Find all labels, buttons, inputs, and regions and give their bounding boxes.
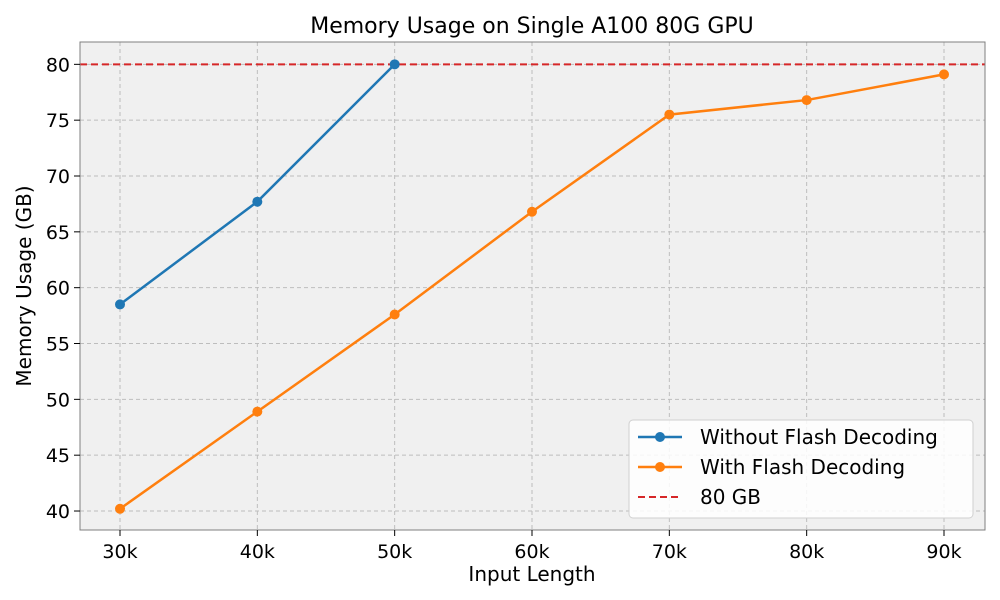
chart-title: Memory Usage on Single A100 80G GPU [310, 14, 754, 39]
series-lines [115, 59, 949, 514]
x-axis-label: Input Length [468, 562, 595, 586]
x-tick-label: 30k [102, 541, 137, 563]
y-tick-label: 75 [46, 110, 70, 132]
x-tick-label: 70k [652, 541, 687, 563]
legend-marker-with-flash-decoding [655, 462, 665, 472]
legend-box [628, 419, 974, 519]
y-tick-label: 45 [46, 445, 70, 467]
y-tick-label: 65 [46, 222, 70, 244]
x-tick-label: 90k [926, 541, 961, 563]
x-tick-label: 60k [514, 541, 549, 563]
data-point-without-flash-decoding [252, 196, 263, 207]
data-point-with-flash-decoding [801, 95, 812, 106]
y-tick-label: 80 [46, 54, 70, 76]
legend-label-with-flash-decoding: With Flash Decoding [700, 455, 905, 479]
axis-ticks: 40 45 50 55 60 65 70 75 80 30k 40k 50k 60k 70k 80k 90k [46, 54, 962, 563]
data-point-with-flash-decoding [939, 69, 949, 80]
legend-label-80gb: 80 GB [700, 485, 761, 509]
legend-marker-without-flash-decoding [655, 432, 665, 442]
y-tick-label: 50 [46, 389, 70, 411]
y-tick-label: 60 [46, 278, 70, 300]
y-tick-label: 55 [46, 334, 70, 356]
y-tick-label: 40 [46, 501, 70, 523]
data-point-with-flash-decoding [115, 503, 125, 514]
y-axis-label: Memory Usage (GB) [12, 185, 36, 386]
data-point-with-flash-decoding [252, 406, 263, 417]
legend-label-without-flash-decoding: Without Flash Decoding [700, 425, 938, 449]
x-tick-label: 50k [377, 541, 412, 563]
data-point-with-flash-decoding [527, 206, 537, 217]
data-point-without-flash-decoding [115, 299, 125, 310]
legend: Without Flash Decoding With Flash Decodi… [628, 419, 974, 519]
data-point-with-flash-decoding [389, 309, 400, 320]
data-point-with-flash-decoding [664, 109, 675, 120]
y-tick-label: 70 [46, 166, 70, 188]
x-tick-label: 40k [240, 541, 275, 563]
x-tick-label: 80k [789, 541, 824, 563]
data-point-without-flash-decoding [389, 59, 400, 70]
